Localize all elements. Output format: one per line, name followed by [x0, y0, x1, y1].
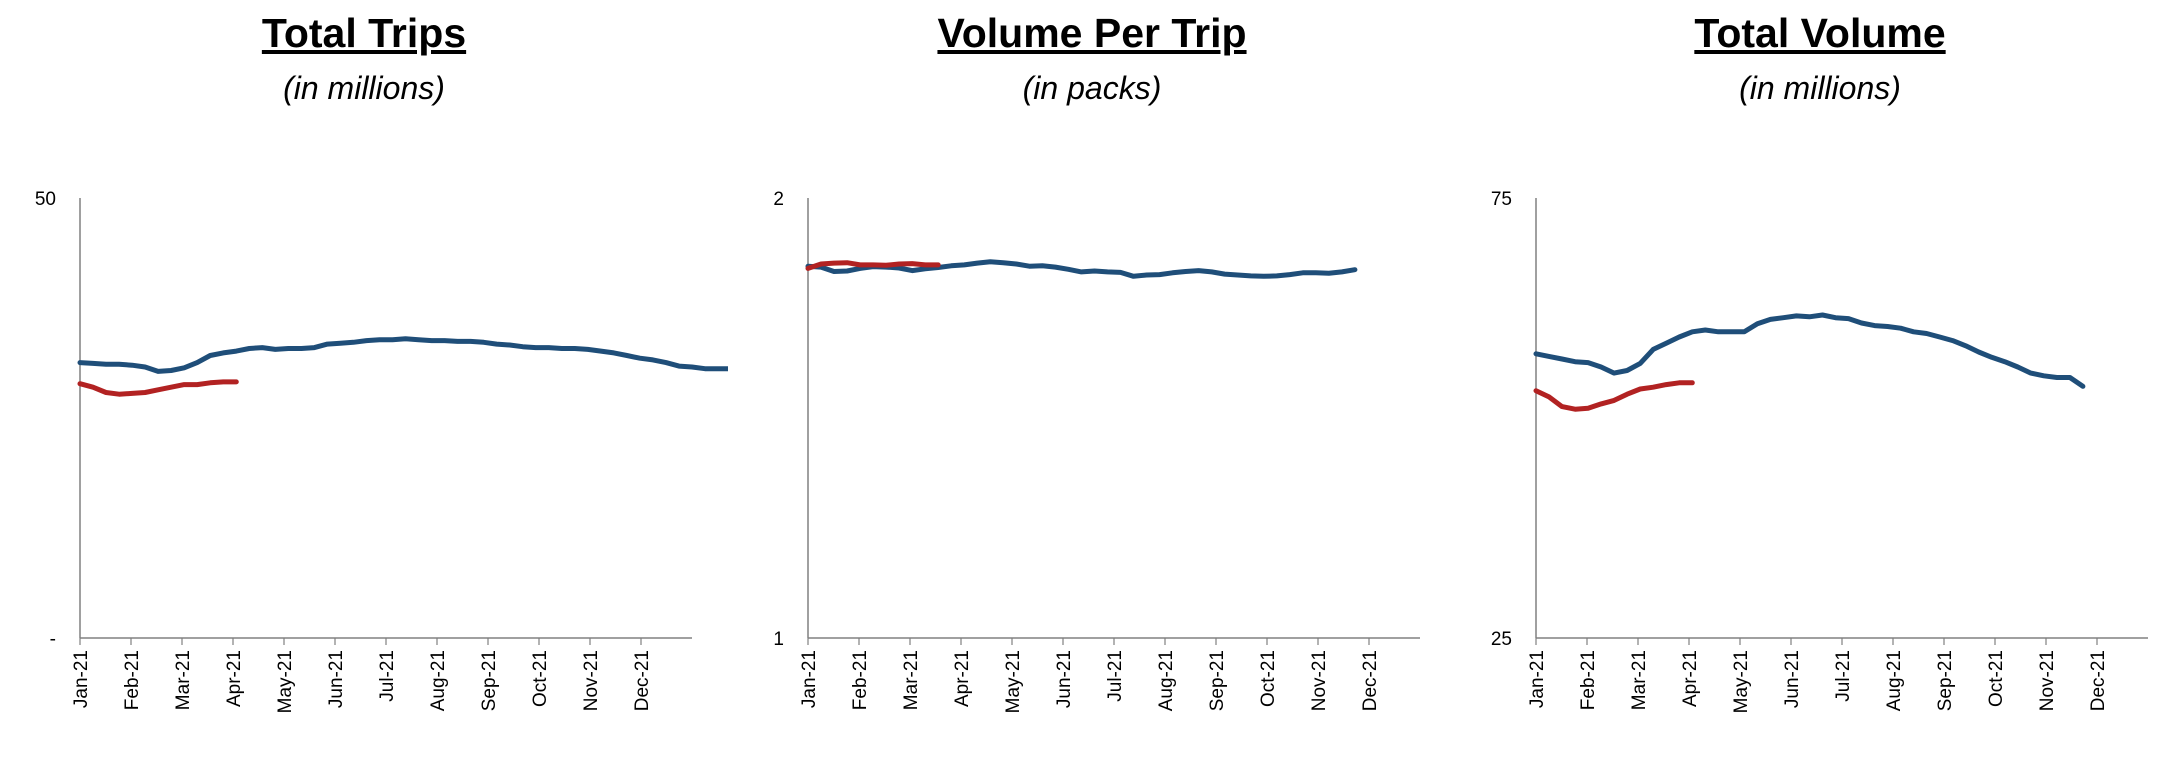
x-tick-label: Nov-21 — [581, 650, 602, 711]
x-tick-label: Jun-21 — [326, 650, 347, 708]
y-tick-label: 25 — [1491, 629, 1512, 650]
y-tick-label: 75 — [1491, 189, 1512, 210]
x-tick-label: Oct-21 — [530, 650, 551, 707]
series-line-1 — [805, 259, 1358, 279]
x-tick-label: Apr-21 — [1680, 650, 1701, 707]
x-tick-label: Aug-21 — [428, 650, 449, 711]
x-tick-label: Jul-21 — [1105, 650, 1126, 702]
y-tick-label: 1 — [773, 629, 784, 650]
x-tick-label: Dec-21 — [1360, 650, 1381, 711]
x-tick-label: May-21 — [275, 650, 296, 713]
x-tick-label: Feb-21 — [1578, 650, 1599, 710]
x-tick-label: Mar-21 — [1629, 650, 1650, 710]
x-tick-label: Jan-21 — [799, 650, 820, 708]
series-line-1 — [1533, 312, 2086, 389]
x-tick-label: Aug-21 — [1156, 650, 1177, 711]
x-tick-label: Nov-21 — [1309, 650, 1330, 711]
chart-panel-total-trips: Total Trips (in millions) - 50 Jan-21 Feb-2… — [0, 0, 728, 768]
x-tick-label: Feb-21 — [122, 650, 143, 710]
x-tick-label: Dec-21 — [632, 650, 653, 711]
x-tick-label: Sep-21 — [1935, 650, 1956, 711]
x-tick-label: Sep-21 — [479, 650, 500, 711]
series-line-2 — [77, 379, 239, 397]
x-tick-label: Mar-21 — [901, 650, 922, 710]
chart-title: Total Trips — [261, 10, 467, 56]
series-line-2 — [805, 260, 941, 271]
chart-subtitle: (in packs) — [1022, 70, 1162, 106]
total-volume-plot: 25 75 Jan-21 Feb-21 Mar-21 Apr-21 May-21 Jun-21… — [1491, 189, 2148, 713]
x-tick-label: Jan-21 — [1527, 650, 1548, 708]
x-tick-label: Sep-21 — [1207, 650, 1228, 711]
x-tick-label: Jun-21 — [1782, 650, 1803, 708]
total-trips-plot: - 50 Jan-21 Feb-21 Mar-21 Apr-21 May-21 Jun-21 J… — [35, 189, 728, 713]
chart-title: Total Volume — [1694, 10, 1946, 56]
series-line-2 — [1533, 380, 1695, 412]
x-tick-label: Feb-21 — [850, 650, 871, 710]
x-tick-label: Nov-21 — [2037, 650, 2058, 711]
chart-subtitle: (in millions) — [1739, 70, 1901, 106]
y-tick-label: 2 — [773, 189, 784, 210]
x-tick-label: Dec-21 — [2088, 650, 2109, 711]
volume-per-trip-plot: 1 2 Jan-21 Feb-21 Mar-21 Apr-21 May-21 Jun-21 Ju… — [773, 189, 1420, 713]
x-tick-label: Jun-21 — [1054, 650, 1075, 708]
x-tick-label: May-21 — [1731, 650, 1752, 713]
x-tick-label: Oct-21 — [1986, 650, 2007, 707]
x-tick-label: May-21 — [1003, 650, 1024, 713]
x-tick-label: Jul-21 — [377, 650, 398, 702]
series-line-1 — [77, 336, 728, 374]
x-tick-label: Jan-21 — [71, 650, 92, 708]
chart-panel-total-volume: Total Volume (in millions) 25 75 Jan-21 Feb… — [1456, 0, 2184, 768]
chart-subtitle: (in millions) — [283, 70, 445, 106]
x-tick-label: Mar-21 — [173, 650, 194, 710]
chart-title: Volume Per Trip — [937, 10, 1247, 56]
x-tick-label: Oct-21 — [1258, 650, 1279, 707]
x-tick-label: Apr-21 — [952, 650, 973, 707]
y-tick-label: - — [50, 629, 56, 650]
y-tick-label: 50 — [35, 189, 56, 210]
x-tick-label: Aug-21 — [1884, 650, 1905, 711]
x-tick-label: Jul-21 — [1833, 650, 1854, 702]
x-tick-label: Apr-21 — [224, 650, 245, 707]
chart-panel-volume-per-trip: Volume Per Trip (in packs) 1 2 Jan-21 Feb-2… — [728, 0, 1456, 768]
